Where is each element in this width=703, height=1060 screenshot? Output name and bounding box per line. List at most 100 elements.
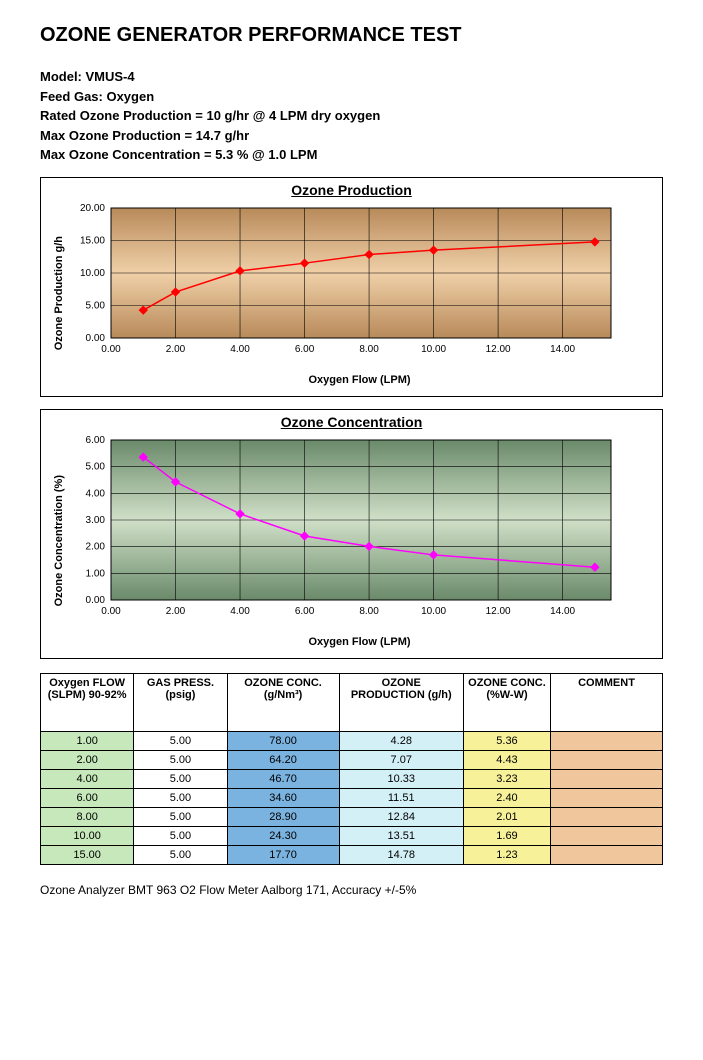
svg-text:14.00: 14.00 [550, 606, 575, 617]
svg-text:0.00: 0.00 [86, 595, 106, 606]
performance-table: Oxygen FLOW (SLPM) 90-92%GAS PRESS. (psi… [40, 673, 663, 865]
table-row: 4.005.0046.7010.333.23 [41, 769, 663, 788]
svg-text:10.00: 10.00 [421, 606, 446, 617]
table-cell: 28.90 [227, 807, 339, 826]
svg-text:6.00: 6.00 [86, 435, 106, 446]
table-cell: 5.00 [134, 807, 227, 826]
table-row: 2.005.0064.207.074.43 [41, 750, 663, 769]
table-row: 6.005.0034.6011.512.40 [41, 788, 663, 807]
table-cell [551, 826, 663, 845]
table-header: OZONE PRODUCTION (g/h) [339, 673, 463, 731]
table-cell: 10.00 [41, 826, 134, 845]
svg-text:2.00: 2.00 [166, 344, 186, 355]
chart-production-xlabel: Oxygen Flow (LPM) [67, 374, 652, 386]
svg-text:10.00: 10.00 [421, 344, 446, 355]
svg-text:1.00: 1.00 [86, 568, 106, 579]
table-row: 10.005.0024.3013.511.69 [41, 826, 663, 845]
footnote: Ozone Analyzer BMT 963 O2 Flow Meter Aal… [40, 883, 663, 897]
table-cell: 11.51 [339, 788, 463, 807]
chart-concentration-xlabel: Oxygen Flow (LPM) [67, 636, 652, 648]
spec-feed-gas: Feed Gas: Oxygen [40, 87, 663, 107]
table-row: 1.005.0078.004.285.36 [41, 731, 663, 750]
table-cell: 2.00 [41, 750, 134, 769]
svg-text:0.00: 0.00 [101, 606, 121, 617]
svg-text:6.00: 6.00 [295, 344, 315, 355]
table-cell: 12.84 [339, 807, 463, 826]
table-cell [551, 750, 663, 769]
table-cell: 1.00 [41, 731, 134, 750]
table-cell: 64.20 [227, 750, 339, 769]
table-cell [551, 845, 663, 864]
chart-concentration-box: Ozone Concentration Ozone Concentration … [40, 409, 663, 659]
table-cell [551, 788, 663, 807]
svg-text:3.00: 3.00 [86, 515, 106, 526]
spec-max-prod: Max Ozone Production = 14.7 g/hr [40, 126, 663, 146]
table-cell: 34.60 [227, 788, 339, 807]
table-cell [551, 807, 663, 826]
table-cell: 4.00 [41, 769, 134, 788]
svg-text:4.00: 4.00 [86, 488, 106, 499]
table-cell: 5.00 [134, 788, 227, 807]
svg-text:6.00: 6.00 [295, 606, 315, 617]
table-cell: 5.36 [463, 731, 550, 750]
spec-rated: Rated Ozone Production = 10 g/hr @ 4 LPM… [40, 106, 663, 126]
table-cell: 3.23 [463, 769, 550, 788]
table-header: Oxygen FLOW (SLPM) 90-92% [41, 673, 134, 731]
table-cell: 78.00 [227, 731, 339, 750]
svg-text:4.00: 4.00 [230, 606, 250, 617]
svg-text:5.00: 5.00 [86, 300, 106, 311]
table-cell: 7.07 [339, 750, 463, 769]
svg-text:0.00: 0.00 [101, 344, 121, 355]
svg-text:15.00: 15.00 [80, 235, 105, 246]
table-header: COMMENT [551, 673, 663, 731]
table-cell: 46.70 [227, 769, 339, 788]
svg-text:2.00: 2.00 [86, 541, 106, 552]
table-cell: 4.43 [463, 750, 550, 769]
table-cell: 15.00 [41, 845, 134, 864]
table-cell: 24.30 [227, 826, 339, 845]
table-cell [551, 769, 663, 788]
table-header: OZONE CONC. (%W-W) [463, 673, 550, 731]
svg-text:14.00: 14.00 [550, 344, 575, 355]
svg-text:12.00: 12.00 [486, 606, 511, 617]
svg-text:2.00: 2.00 [166, 606, 186, 617]
table-cell: 1.69 [463, 826, 550, 845]
table-cell: 13.51 [339, 826, 463, 845]
table-header: GAS PRESS. (psig) [134, 673, 227, 731]
chart-production-ylabel: Ozone Production g/h [51, 236, 67, 350]
svg-text:20.00: 20.00 [80, 203, 105, 214]
table-cell [551, 731, 663, 750]
svg-text:4.00: 4.00 [230, 344, 250, 355]
svg-text:10.00: 10.00 [80, 268, 105, 279]
svg-text:5.00: 5.00 [86, 461, 106, 472]
spec-block: Model: VMUS-4 Feed Gas: Oxygen Rated Ozo… [40, 67, 663, 165]
table-cell: 14.78 [339, 845, 463, 864]
svg-text:12.00: 12.00 [486, 344, 511, 355]
chart-concentration-ylabel: Ozone Concentration (%) [51, 475, 67, 606]
chart-production-title: Ozone Production [51, 182, 652, 198]
table-cell: 5.00 [134, 750, 227, 769]
chart-production-box: Ozone Production Ozone Production g/h 0.… [40, 177, 663, 397]
table-row: 15.005.0017.7014.781.23 [41, 845, 663, 864]
table-row: 8.005.0028.9012.842.01 [41, 807, 663, 826]
table-cell: 10.33 [339, 769, 463, 788]
spec-max-conc: Max Ozone Concentration = 5.3 % @ 1.0 LP… [40, 145, 663, 165]
table-cell: 5.00 [134, 826, 227, 845]
spec-model: Model: VMUS-4 [40, 67, 663, 87]
table-cell: 17.70 [227, 845, 339, 864]
svg-text:8.00: 8.00 [359, 344, 379, 355]
table-cell: 5.00 [134, 845, 227, 864]
chart-concentration-title: Ozone Concentration [51, 414, 652, 430]
page-title: OZONE GENERATOR PERFORMANCE TEST [40, 24, 663, 47]
svg-text:0.00: 0.00 [86, 333, 106, 344]
table-cell: 5.00 [134, 731, 227, 750]
table-cell: 2.40 [463, 788, 550, 807]
chart-concentration-plot: 0.00 1.00 2.00 3.00 4.00 5.00 6.00 0.00 2.00 4.00… [67, 434, 627, 634]
table-cell: 6.00 [41, 788, 134, 807]
svg-text:8.00: 8.00 [359, 606, 379, 617]
table-cell: 2.01 [463, 807, 550, 826]
chart-production-plot: 0.00 5.00 10.00 15.00 20.00 0.00 2.00 4.00 6.00 8… [67, 202, 627, 372]
table-cell: 5.00 [134, 769, 227, 788]
table-cell: 8.00 [41, 807, 134, 826]
table-cell: 4.28 [339, 731, 463, 750]
